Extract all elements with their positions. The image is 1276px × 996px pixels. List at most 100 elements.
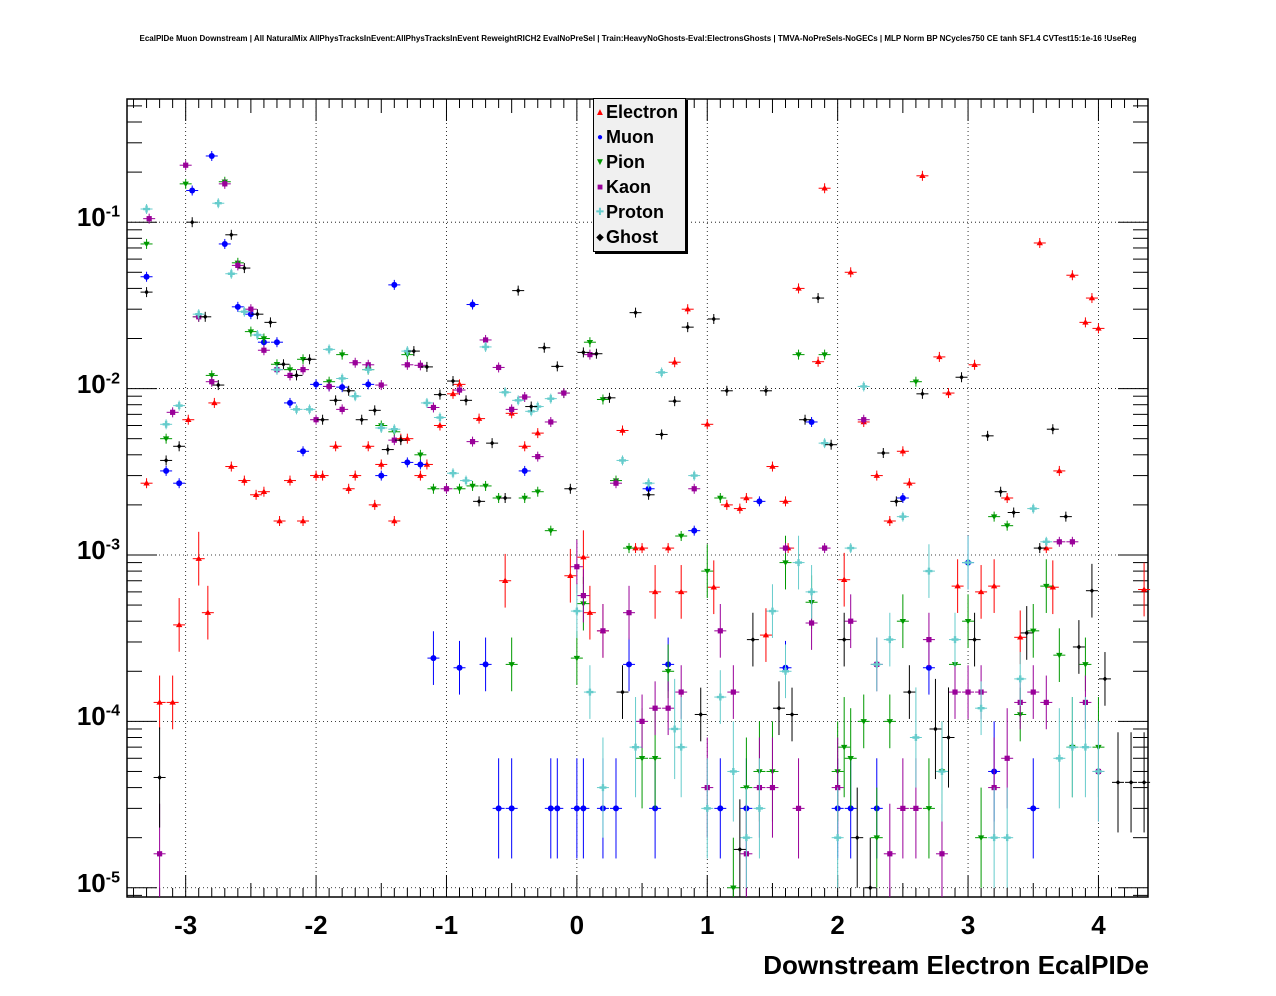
proton-point: [420, 397, 433, 408]
electron-point: [1079, 317, 1092, 328]
pion-point: [922, 758, 935, 859]
pion-point: [844, 708, 857, 809]
proton-point: [740, 787, 753, 888]
proton-point: [962, 535, 975, 590]
ghost-point: [981, 430, 994, 441]
muon-point: [466, 299, 479, 310]
electron-point: [733, 503, 746, 514]
kaon-point: [766, 737, 779, 838]
proton-point: [714, 670, 727, 724]
ghost-point: [251, 309, 264, 320]
ghost-point: [329, 395, 342, 406]
electron-point: [766, 461, 779, 472]
electron-point: [499, 553, 512, 608]
legend-item-electron: ▲ Electron: [594, 100, 678, 125]
muon-point: [186, 185, 199, 196]
pion-point: [336, 349, 349, 360]
kaon-point: [1053, 536, 1066, 547]
proton-point: [616, 455, 629, 466]
pion-point: [675, 531, 688, 542]
triangle-down-marker-icon: ▼: [595, 156, 605, 168]
kaon-point: [244, 304, 257, 315]
proton-point: [844, 543, 857, 554]
electron-point: [250, 489, 263, 500]
electron-point: [388, 516, 401, 527]
kaon-point: [375, 380, 388, 391]
proton-point: [975, 681, 988, 736]
electron-point: [329, 441, 342, 452]
proton-point: [753, 758, 766, 859]
electron-point: [1066, 270, 1079, 281]
proton-point: [805, 565, 818, 619]
square-marker-icon: ■: [596, 181, 604, 193]
proton-point: [512, 395, 525, 406]
y-tick-label: 10-3: [76, 534, 120, 565]
ghost-point: [733, 799, 746, 897]
electron-point: [257, 486, 270, 497]
y-tick-label: 10-4: [76, 701, 120, 732]
muon-point: [231, 301, 244, 312]
kaon-point: [440, 483, 453, 494]
kaon-point: [466, 436, 479, 447]
kaon-point: [883, 803, 896, 897]
proton-point: [388, 424, 401, 435]
muon-point: [577, 758, 590, 859]
electron-point: [349, 470, 362, 481]
ghost-point: [720, 385, 733, 396]
muon-point: [427, 631, 440, 685]
electron-point: [668, 357, 681, 368]
pion-point: [544, 525, 557, 536]
ghost-point: [772, 681, 785, 736]
ghost-point: [460, 395, 473, 406]
ghost-point: [603, 392, 616, 403]
electron-point: [173, 598, 186, 652]
kaon-point: [257, 345, 270, 356]
electron-point: [838, 552, 851, 607]
kaon-point: [596, 603, 609, 658]
proton-point: [446, 468, 459, 479]
electron-point: [192, 531, 205, 586]
ghost-point: [186, 217, 199, 228]
electron-point: [368, 499, 381, 510]
pion-point: [244, 326, 257, 337]
proton-point: [212, 198, 225, 209]
legend-label: Electron: [606, 102, 679, 122]
circle-marker-icon: ●: [596, 131, 604, 143]
series-proton: [140, 198, 1105, 888]
ghost-point: [1125, 732, 1138, 833]
ghost-point: [238, 263, 251, 274]
kaon-point: [179, 160, 192, 171]
electron-point: [1085, 293, 1098, 304]
electron-point: [446, 388, 459, 399]
ghost-point: [499, 493, 512, 503]
ghost-point: [1098, 652, 1111, 706]
electron-point: [166, 675, 179, 730]
proton-point: [479, 341, 492, 352]
ghost-point: [303, 354, 316, 365]
electron-point: [201, 585, 214, 640]
pion-point: [714, 493, 727, 503]
electron-point: [473, 413, 486, 424]
kaon-point: [649, 681, 662, 736]
proton-point: [375, 422, 388, 433]
kaon-point: [818, 543, 831, 554]
ghost-point: [1138, 732, 1151, 833]
legend-label: Muon: [606, 127, 654, 147]
ghost-point: [838, 612, 851, 667]
kaon-point: [577, 568, 590, 623]
muon-point: [688, 525, 701, 536]
pion-point: [570, 631, 583, 685]
proton-point: [303, 404, 316, 415]
proton-point: [883, 612, 896, 667]
ghost-point: [538, 342, 551, 353]
ghost-point: [564, 483, 577, 494]
kaon-point: [962, 665, 975, 719]
legend-item-kaon: ■ Kaon: [594, 175, 651, 200]
muon-point: [479, 637, 492, 692]
proton-point: [270, 364, 283, 375]
kaon-point: [218, 178, 231, 189]
muon-point: [375, 470, 388, 481]
y-tick-label: 10-5: [76, 867, 120, 898]
kaon-point: [544, 416, 557, 427]
kaon-point: [336, 404, 349, 415]
